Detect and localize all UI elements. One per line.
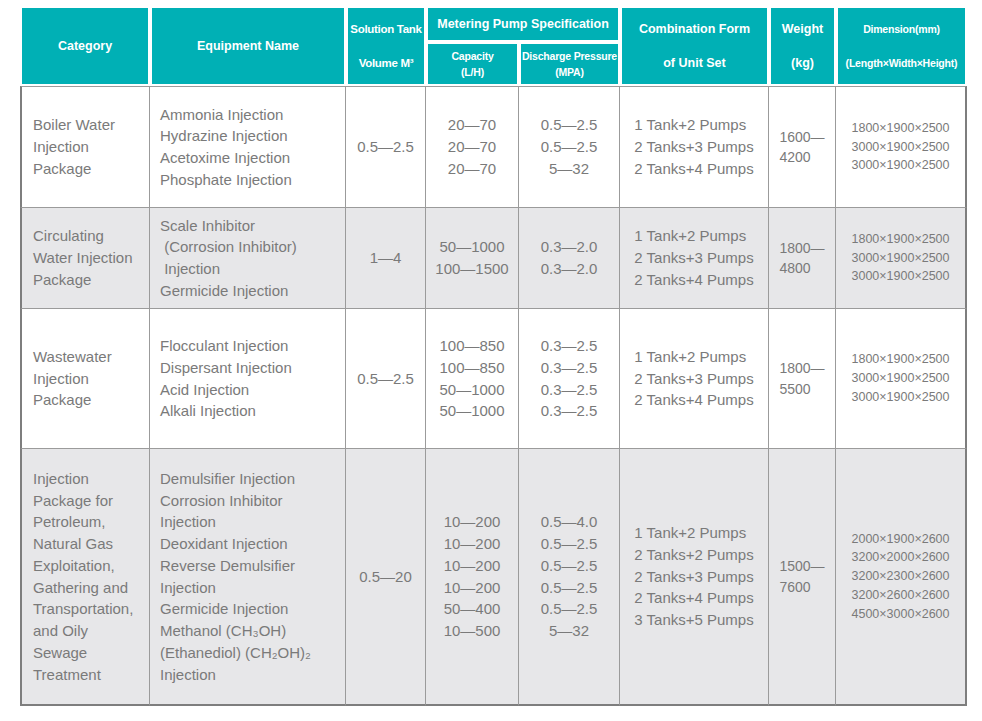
cell-capacity: 20—70 20—70 20—70 [426,86,519,208]
cell-tank-volume: 0.5—20 [346,449,426,706]
col-header-capacity: Capacity (L/H) [426,42,519,86]
col-header-metering-label: Metering Pump Specification [437,17,609,31]
cell-capacity: 100—850 100—850 50—1000 50—1000 [426,309,519,449]
cell-dimension: 2000×1900×2600 3200×2000×2600 3200×2300×… [836,449,967,706]
cell-weight: 1800— 5500 [769,309,836,449]
cell-discharge-pressure: 0.3—2.5 0.3—2.5 0.3—2.5 0.3—2.5 [519,309,620,449]
col-header-dimension: Dimension(mm) (Length×Width×Height) [836,6,967,86]
cell-dimension: 1800×1900×2500 3000×1900×2500 3000×1900×… [836,309,967,449]
table-row-boiler-water: Boiler Water Injection Package Ammonia I… [20,86,967,208]
cell-weight: 1800— 4800 [769,208,836,309]
col-header-pressure-label: Discharge Pressure (MPA) [522,48,617,81]
col-header-metering-pump-specification: Metering Pump Specification [426,6,620,42]
cell-equipment-name: Scale Inhibitor (Corrosion Inhibitor) In… [150,208,346,309]
cell-equipment-name: Demulsifier Injection Corrosion Inhibito… [150,449,346,706]
col-header-equipment-label: Equipment Name [197,29,299,63]
table-header: Category Equipment Name Solution Tank Vo… [20,6,967,86]
table-row-petroleum-injection: Injection Package for Petroleum, Natural… [20,449,967,706]
cell-discharge-pressure: 0.3—2.0 0.3—2.0 [519,208,620,309]
cell-equipment-name: Ammonia Injection Hydrazine Injection Ac… [150,86,346,208]
col-header-tank-label: Solution Tank Volume M³ [350,12,421,80]
col-header-discharge-pressure: Discharge Pressure (MPA) [519,42,620,86]
col-header-dimension-label: Dimension(mm) (Length×Width×Height) [846,12,958,80]
cell-equipment-name: Flocculant Injection Dispersant Injectio… [150,309,346,449]
col-header-combination-label: Combination Form of Unit Set [639,12,750,80]
cell-tank-volume: 0.5—2.5 [346,309,426,449]
cell-tank-volume: 1—4 [346,208,426,309]
cell-category: Circulating Water Injection Package [20,208,150,309]
col-header-combination-form: Combination Form of Unit Set [620,6,769,86]
cell-combination-form: 1 Tank+2 Pumps 2 Tanks+3 Pumps 2 Tanks+4… [620,309,769,449]
cell-discharge-pressure: 0.5—4.0 0.5—2.5 0.5—2.5 0.5—2.5 0.5—2.5 … [519,449,620,706]
cell-weight: 1600— 4200 [769,86,836,208]
cell-capacity: 50—1000 100—1500 [426,208,519,309]
col-header-weight-label: Weight (kg) [782,12,823,80]
cell-category: Wastewater Injection Package [20,309,150,449]
cell-dimension: 1800×1900×2500 3000×1900×2500 3000×1900×… [836,86,967,208]
cell-category: Injection Package for Petroleum, Natural… [20,449,150,706]
table-row-circulating-water: Circulating Water Injection Package Scal… [20,208,967,309]
cell-discharge-pressure: 0.5—2.5 0.5—2.5 5—32 [519,86,620,208]
cell-category: Boiler Water Injection Package [20,86,150,208]
table-row-wastewater: Wastewater Injection Package Flocculant … [20,309,967,449]
injection-package-spec-table: Category Equipment Name Solution Tank Vo… [20,6,967,706]
cell-combination-form: 1 Tank+2 Pumps 2 Tanks+3 Pumps 2 Tanks+4… [620,86,769,208]
cell-dimension: 1800×1900×2500 3000×1900×2500 3000×1900×… [836,208,967,309]
table-body: Boiler Water Injection Package Ammonia I… [20,86,967,706]
col-header-category: Category [20,6,150,86]
cell-capacity: 10—200 10—200 10—200 10—200 50—400 10—50… [426,449,519,706]
spec-sheet-page: Category Equipment Name Solution Tank Vo… [0,0,982,721]
col-header-weight: Weight (kg) [769,6,836,86]
cell-combination-form: 1 Tank+2 Pumps 2 Tanks+2 Pumps 2 Tanks+3… [620,449,769,706]
col-header-solution-tank-volume: Solution Tank Volume M³ [346,6,426,86]
col-header-category-label: Category [58,29,112,63]
cell-combination-form: 1 Tank+2 Pumps 2 Tanks+3 Pumps 2 Tanks+4… [620,208,769,309]
cell-tank-volume: 0.5—2.5 [346,86,426,208]
cell-weight: 1500— 7600 [769,449,836,706]
col-header-equipment-name: Equipment Name [150,6,346,86]
col-header-capacity-label: Capacity (L/H) [451,48,493,81]
